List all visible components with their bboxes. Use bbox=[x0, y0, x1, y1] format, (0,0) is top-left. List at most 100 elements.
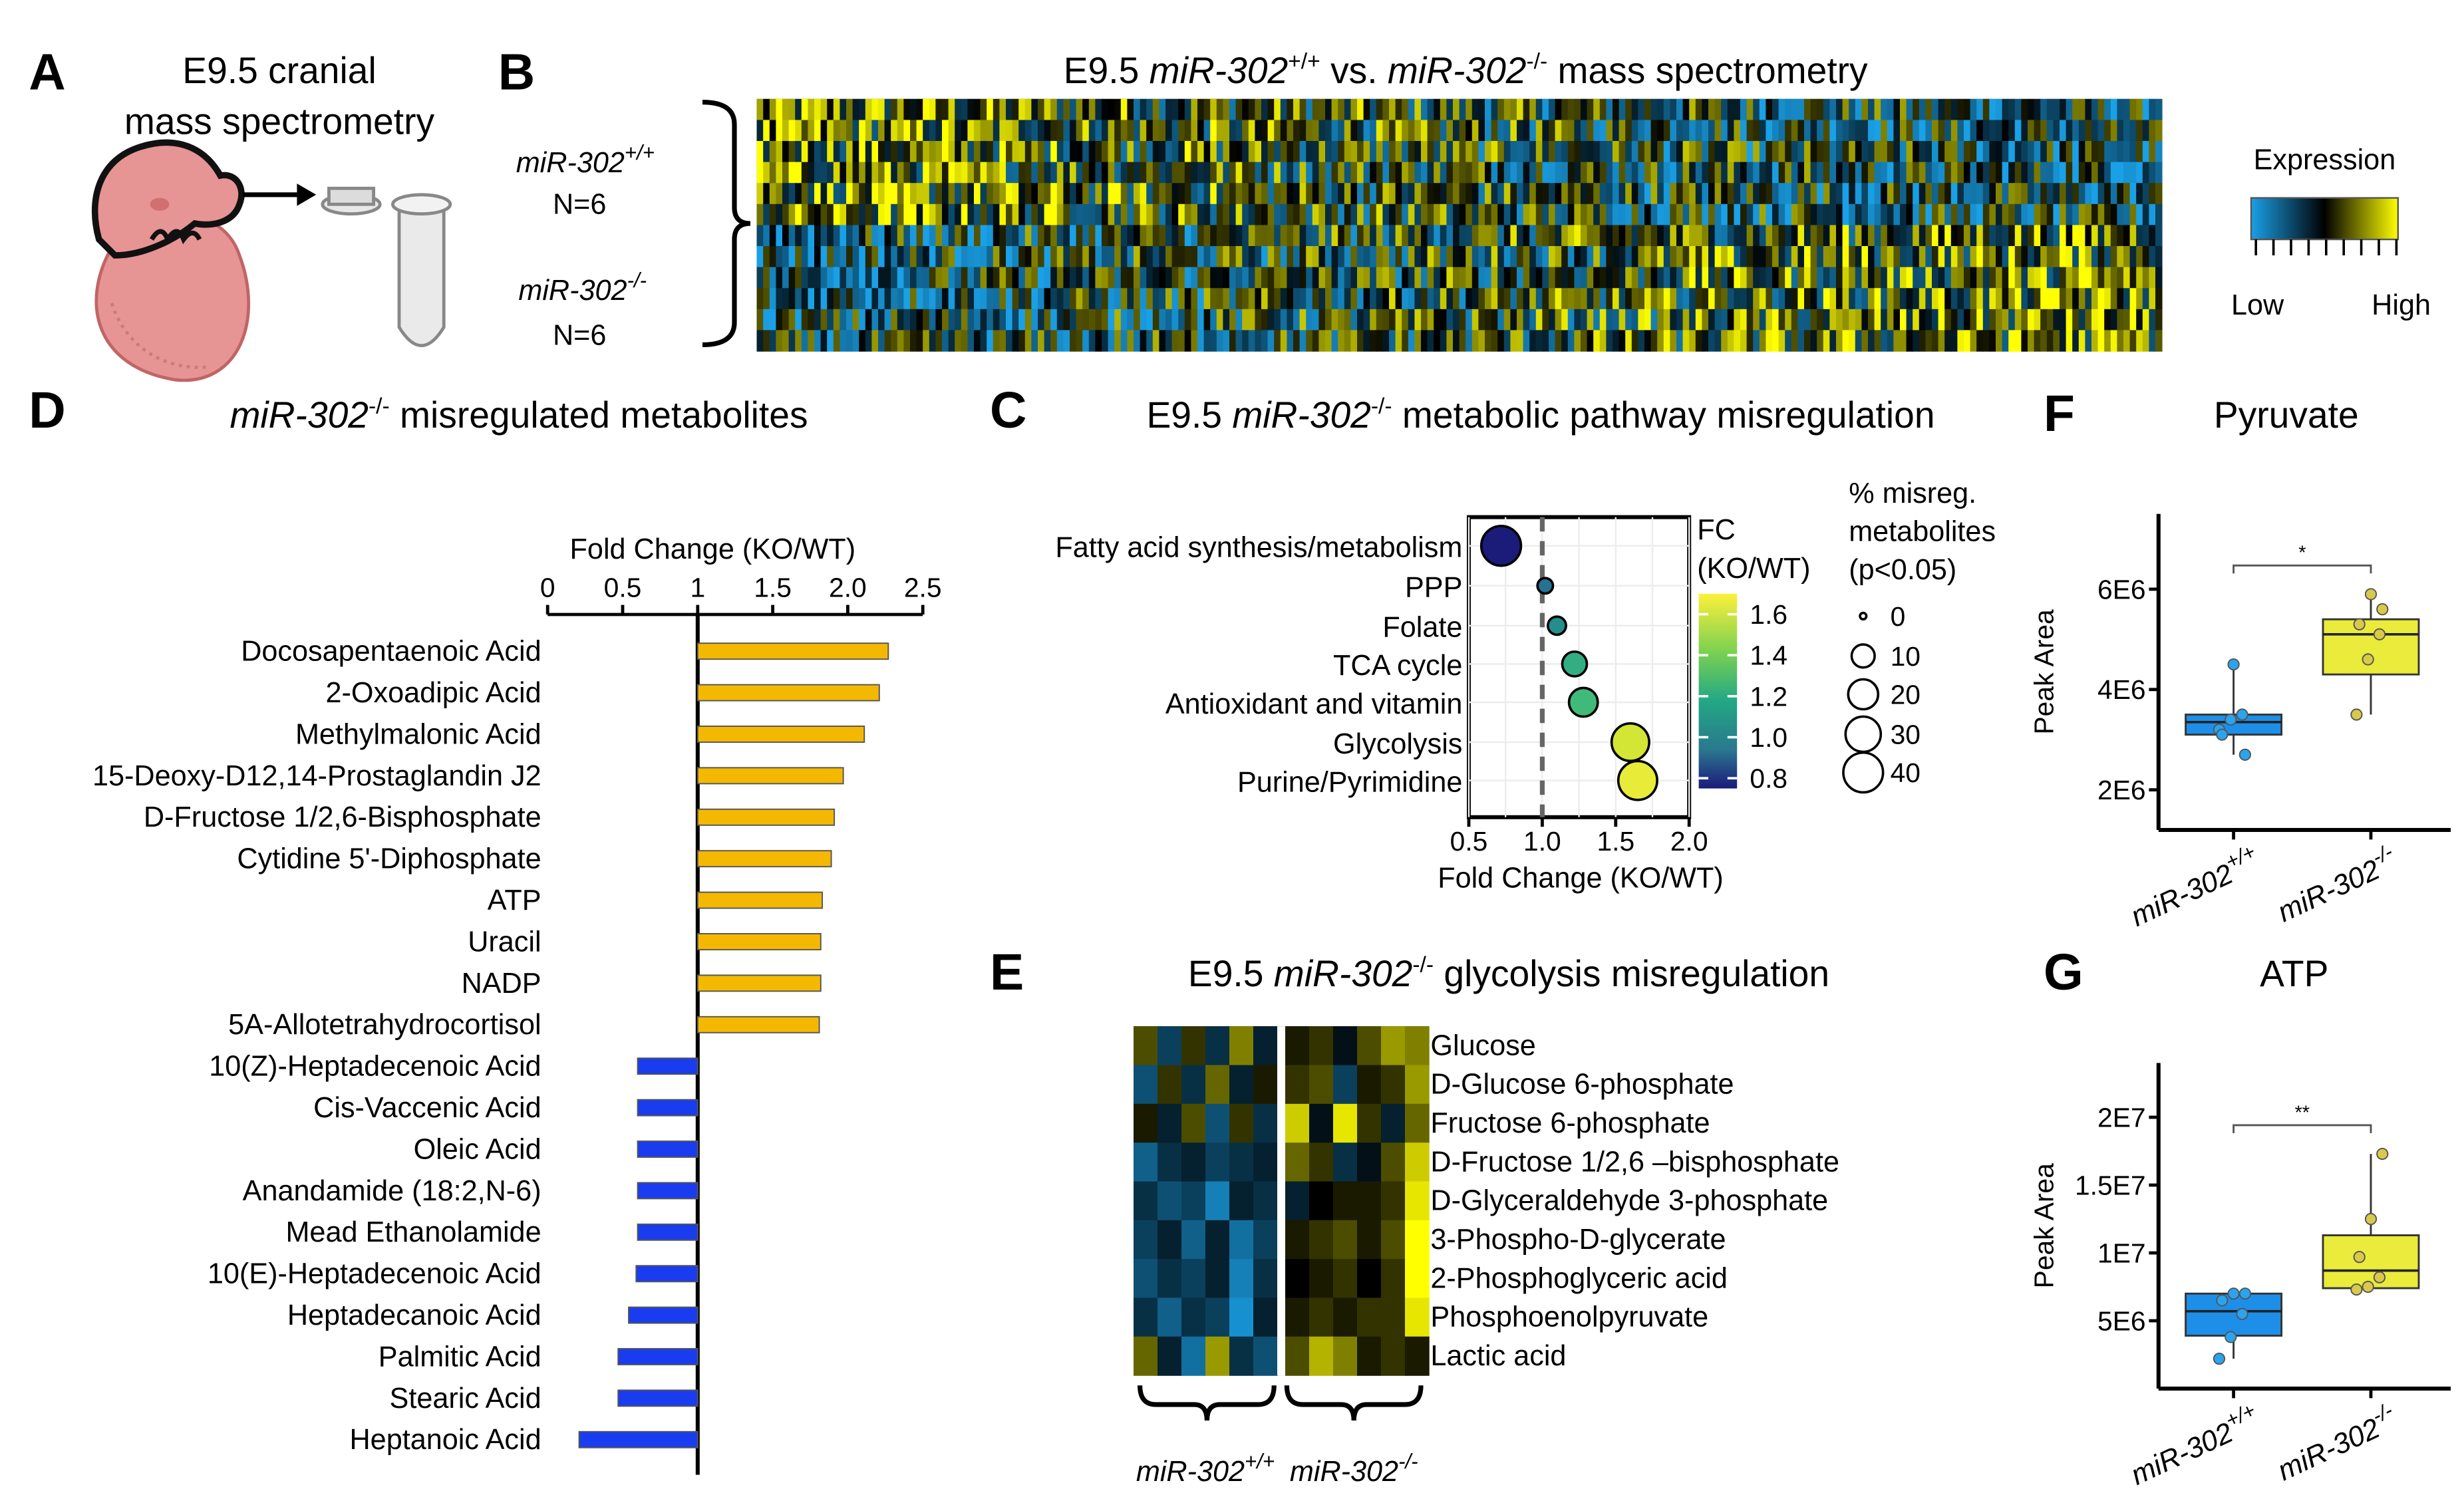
heatmap-b-cell bbox=[1012, 203, 1020, 226]
heatmap-b-cell bbox=[974, 162, 981, 184]
heatmap-b-cell bbox=[884, 246, 892, 268]
heatmap-b-cell bbox=[1012, 288, 1020, 310]
heatmap-b-cell bbox=[2046, 140, 2054, 163]
box-point bbox=[2238, 748, 2251, 761]
heatmap-b-cell bbox=[2008, 330, 2016, 352]
heatmap-b-cell bbox=[1817, 267, 1824, 289]
heatmap-b-cell bbox=[2155, 246, 2163, 268]
heatmap-e-cell bbox=[1357, 1181, 1382, 1221]
heatmap-b-cell bbox=[1938, 203, 1946, 226]
heatmap-b-cell bbox=[974, 120, 981, 142]
heatmap-b-cell bbox=[1618, 288, 1626, 310]
heatmap-b-cell bbox=[897, 183, 905, 205]
heatmap-b-cell bbox=[1567, 120, 1575, 142]
heatmap-b-cell bbox=[1721, 225, 1728, 247]
heatmap-b-cell bbox=[1159, 288, 1166, 310]
box-point bbox=[2225, 713, 2237, 726]
heatmap-b-cell bbox=[1350, 162, 1358, 184]
panel-d-x-tick-label: 1.5 bbox=[754, 573, 792, 603]
heatmap-b-cell bbox=[1631, 162, 1639, 184]
heatmap-b-cell bbox=[1695, 267, 1703, 289]
heatmap-e-row-label: Glucose bbox=[1430, 1029, 1535, 1061]
heatmap-b-cell bbox=[1287, 183, 1294, 205]
heatmap-b-cell bbox=[961, 120, 969, 142]
heatmap-b-cell bbox=[1542, 225, 1549, 247]
heatmap-b-cell bbox=[2123, 183, 2131, 205]
heatmap-b-cell bbox=[2040, 120, 2048, 142]
heatmap-b-cell bbox=[1906, 309, 1914, 331]
heatmap-b-cell bbox=[1925, 225, 1932, 247]
heatmap-b-cell bbox=[1581, 225, 1588, 247]
heatmap-b-cell bbox=[2034, 140, 2042, 163]
heatmap-b-cell bbox=[980, 140, 988, 163]
heatmap-b-cell bbox=[1408, 140, 1416, 163]
heatmap-b-cell bbox=[916, 98, 924, 121]
heatmap-b-cell bbox=[1446, 98, 1454, 121]
heatmap-b-cell bbox=[910, 246, 917, 268]
heatmap-b-cell bbox=[1759, 309, 1767, 331]
heatmap-e-cell bbox=[1309, 1336, 1334, 1376]
heatmap-b-cell bbox=[756, 309, 764, 331]
heatmap-b-cell bbox=[1982, 225, 1990, 247]
heatmap-b-cell bbox=[1331, 267, 1339, 289]
heatmap-b-cell bbox=[1529, 309, 1537, 331]
heatmap-b-cell bbox=[1203, 246, 1211, 268]
heatmap-b-cell bbox=[999, 203, 1006, 226]
heatmap-b-cell bbox=[2028, 203, 2035, 226]
heatmap-b-cell bbox=[1491, 162, 1499, 184]
heatmap-b-cell bbox=[878, 288, 885, 310]
heatmap-b-cell bbox=[1567, 162, 1575, 184]
heatmap-b-cell bbox=[1421, 183, 1428, 205]
heatmap-b-cell bbox=[2136, 246, 2143, 268]
heatmap-b-cell bbox=[1906, 120, 1914, 142]
heatmap-b-cell bbox=[1702, 330, 1709, 352]
panel-b-brace bbox=[702, 100, 751, 348]
heatmap-b-cell bbox=[1855, 183, 1863, 205]
heatmap-b-cell bbox=[1606, 120, 1613, 142]
heatmap-b-cell bbox=[1318, 267, 1326, 289]
heatmap-b-cell bbox=[1031, 309, 1038, 331]
box-point bbox=[2350, 1283, 2363, 1296]
heatmap-b-cell bbox=[1836, 246, 1843, 268]
heatmap-b-cell bbox=[1114, 183, 1122, 205]
heatmap-b-cell bbox=[1216, 140, 1224, 163]
heatmap-b-cell bbox=[808, 246, 815, 268]
heatmap-b-cell bbox=[756, 288, 764, 310]
heatmap-b-cell bbox=[2110, 162, 2118, 184]
heatmap-b-cell bbox=[1402, 246, 1409, 268]
heatmap-b-cell bbox=[2136, 203, 2143, 226]
heatmap-b-cell bbox=[1012, 246, 1020, 268]
heatmap-b-cell bbox=[756, 183, 764, 205]
heatmap-b-cell bbox=[1402, 162, 1409, 184]
heatmap-b-cell bbox=[1114, 267, 1122, 289]
heatmap-b-cell bbox=[2085, 246, 2092, 268]
box-point bbox=[2227, 658, 2240, 671]
heatmap-b-cell bbox=[1197, 162, 1205, 184]
heatmap-b-cell bbox=[2060, 246, 2067, 268]
heatmap-b-cell bbox=[833, 120, 841, 142]
heatmap-b-cell bbox=[1567, 288, 1575, 310]
heatmap-b-cell bbox=[2028, 309, 2035, 331]
heatmap-b-cell bbox=[1338, 225, 1345, 247]
heatmap-e-cell bbox=[1134, 1026, 1158, 1066]
heatmap-b-cell bbox=[769, 162, 777, 184]
heatmap-b-cell bbox=[1434, 246, 1441, 268]
heatmap-b-cell bbox=[871, 246, 879, 268]
heatmap-b-cell bbox=[1491, 140, 1499, 163]
heatmap-b-cell bbox=[1108, 267, 1116, 289]
heatmap-b-cell bbox=[1216, 162, 1224, 184]
panel-c-bubble bbox=[1479, 525, 1523, 567]
heatmap-e-cell bbox=[1381, 1297, 1406, 1337]
heatmap-b-cell bbox=[884, 183, 892, 205]
heatmap-b-cell bbox=[1152, 246, 1160, 268]
heatmap-b-cell bbox=[1976, 267, 1984, 289]
heatmap-b-cell bbox=[1044, 120, 1052, 142]
heatmap-b-cell bbox=[852, 140, 860, 163]
heatmap-b-cell bbox=[1114, 309, 1122, 331]
heatmap-b-cell bbox=[814, 309, 822, 331]
heatmap-b-cell bbox=[923, 309, 930, 331]
heatmap-b-cell bbox=[884, 98, 892, 121]
heatmap-b-cell bbox=[1242, 267, 1249, 289]
panel-label-d: D bbox=[29, 382, 65, 439]
heatmap-b-cell bbox=[955, 246, 962, 268]
